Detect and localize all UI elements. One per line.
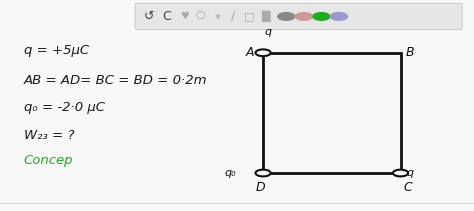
Text: C: C [163,10,171,23]
Text: ♥: ♥ [180,11,189,22]
Text: W₂₃ = ?: W₂₃ = ? [24,128,74,142]
FancyBboxPatch shape [135,3,462,30]
Text: q = +5μC: q = +5μC [24,44,89,57]
Text: /: / [231,10,235,23]
Text: B: B [406,46,414,59]
Circle shape [393,170,408,176]
Text: Concep: Concep [24,154,73,167]
Text: A: A [246,46,254,59]
Text: q₀: q₀ [224,168,236,178]
Text: □: □ [244,11,255,22]
Text: q: q [264,27,272,37]
Text: q: q [406,168,414,178]
Circle shape [255,170,271,176]
Text: ⎔: ⎔ [196,11,205,22]
Text: ✶: ✶ [213,11,221,22]
Circle shape [295,13,312,20]
Text: AB = AD= BC = BD = 0·2m: AB = AD= BC = BD = 0·2m [24,74,207,87]
Circle shape [330,13,347,20]
Text: D: D [256,181,265,194]
Text: q₀ = -2·0 μC: q₀ = -2·0 μC [24,101,105,114]
Circle shape [255,49,271,56]
Circle shape [278,13,295,20]
Circle shape [313,13,330,20]
Text: █: █ [261,11,270,22]
Text: C: C [404,181,412,194]
Bar [263,53,401,173]
Text: ↺: ↺ [144,10,155,23]
